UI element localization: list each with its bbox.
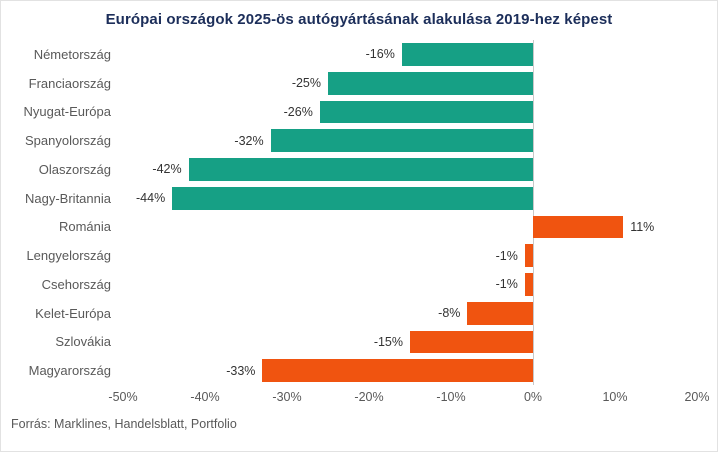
plot-cell: -1% [123,241,697,270]
category-label: Nagy-Britannia [25,190,111,206]
plot-cell: -42% [123,155,697,184]
value-label: -1% [495,248,518,263]
bar [467,301,533,325]
chart-row: Nyugat-Európa -26% [1,98,717,127]
category-label: Románia [58,219,111,235]
x-tick-label: 20% [684,390,710,404]
x-tick-label: 0% [523,390,543,404]
plot-cell: -16% [123,40,697,69]
value-label: -32% [234,133,264,148]
plot-cell: -33% [123,356,697,385]
category-label: Magyarország [28,363,111,379]
value-label: -42% [152,162,182,177]
bar [188,158,533,181]
bar [172,186,533,210]
value-label: -44% [136,191,166,206]
chart-row: Kelet-Európa -8% [1,299,717,328]
category-label: Csehország [41,276,111,292]
bar [319,100,533,124]
category-label: Spanyolország [25,133,111,149]
category-label: Franciaország [28,75,111,91]
value-label: -25% [291,76,321,91]
value-label: -8% [438,306,461,321]
x-tick-label: -40% [190,390,220,404]
plot-cell: -15% [123,328,697,357]
category-label: Németország [33,46,111,62]
bar [401,43,533,66]
x-tick-label: -30% [272,390,302,404]
value-label: -15% [373,334,403,349]
x-tick-label: -10% [436,390,466,404]
bar [410,330,533,354]
plot-cell: -26% [123,98,697,127]
chart-row: Spanyolország -32% [1,126,717,155]
category-label: Lengyelország [26,248,111,264]
plot-cell: -25% [123,69,697,98]
bar-chart-rows: Németország -16% Franciaország -25% Nyugat-E… [1,40,717,385]
chart-row: Olaszország -42% [1,155,717,184]
x-tick-label: -50% [108,390,138,404]
plot-cell: 11% [123,213,697,242]
chart-row: Franciaország -25% [1,69,717,98]
chart-row: Lengyelország -1% [1,241,717,270]
bar [270,129,533,152]
chart-row: Nagy-Britannia -44% [1,184,717,213]
x-tick-label: -20% [354,390,384,404]
chart-title: Európai országok 2025-ös autógyártásának… [105,11,613,28]
bar [328,71,533,95]
value-label: -26% [283,104,313,119]
chart-row: Románia 11% [1,213,717,242]
bar [533,215,624,239]
value-label: -33% [226,363,256,378]
chart-row: Csehország -1% [1,270,717,299]
category-label: Szlovákia [55,334,111,350]
plot-cell: -1% [123,270,697,299]
source-note: Forrás: Marklines, Handelsblatt, Portfol… [11,417,237,431]
bar [262,359,533,382]
chart-row: Magyarország -33% [1,356,717,385]
category-label: Nyugat-Európa [23,104,111,120]
x-tick-label: 10% [602,390,628,404]
plot-cell: -44% [123,184,697,213]
category-label: Kelet-Európa [35,305,111,321]
plot-cell: -32% [123,126,697,155]
bar-chart: Németország -16% Franciaország -25% Nyugat-E… [1,40,717,407]
bar [524,273,533,296]
chart-row: Németország -16% [1,40,717,69]
bar [524,244,533,267]
plot-cell: -8% [123,299,697,328]
x-axis: -50% -40% -30% -20% -10% 0% 10% 20% [108,385,709,407]
value-label: -1% [495,277,518,292]
value-label: -16% [365,47,395,62]
chart-row: Szlovákia -15% [1,328,717,357]
category-label: Olaszország [38,161,111,177]
value-label: 11% [630,219,655,234]
